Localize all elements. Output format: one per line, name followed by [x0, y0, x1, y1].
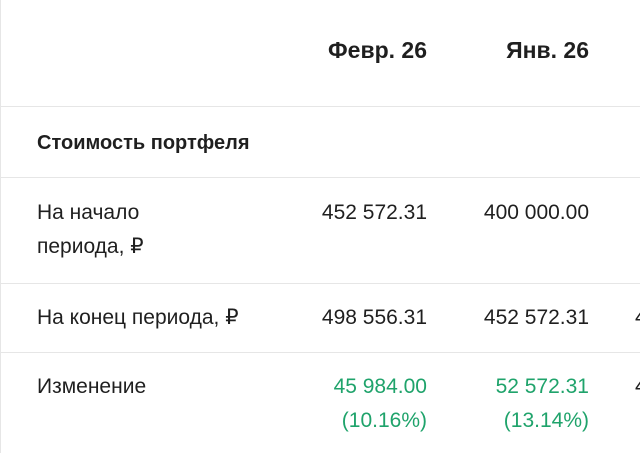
value-start-jan: 400 000.00 — [483, 201, 589, 224]
value-change-next-clipped: 4 — [635, 370, 640, 404]
divider — [1, 106, 640, 107]
value-change-feb: 45 984.00 — [333, 375, 427, 398]
value-end-next-clipped: 4 — [635, 301, 640, 335]
row-label-start-period-line1: На начало — [37, 201, 140, 224]
value-end-feb: 498 556.31 — [321, 306, 427, 329]
divider — [1, 283, 640, 284]
column-header-feb-26[interactable]: Февр. 26 — [328, 37, 427, 63]
row-label-change: Изменение — [37, 375, 147, 398]
row-label-start-period-line2: периода, ₽ — [37, 235, 144, 258]
value-start-feb: 452 572.31 — [321, 201, 427, 224]
value-change-jan: 52 572.31 — [495, 375, 589, 398]
section-title: Стоимость портфеля — [37, 132, 250, 154]
row-label-end-period: На конец периода, ₽ — [37, 306, 239, 329]
column-header-jan-26[interactable]: Янв. 26 — [506, 37, 589, 63]
value-change-feb-pct: (10.16%) — [341, 409, 427, 432]
value-end-jan: 452 572.31 — [483, 306, 589, 329]
value-change-jan-pct: (13.14%) — [503, 409, 589, 432]
divider — [1, 177, 640, 178]
divider — [1, 352, 640, 353]
